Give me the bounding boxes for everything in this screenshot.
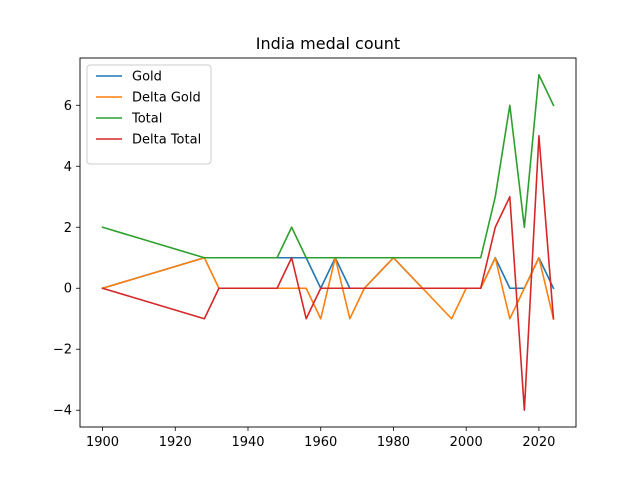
y-tick-label: 4 (64, 160, 72, 175)
legend-label-gold: Gold (132, 70, 162, 85)
y-tick-label: −2 (53, 343, 72, 358)
legend-label-delta-total: Delta Total (132, 133, 201, 148)
y-tick-label: 6 (64, 99, 72, 114)
x-tick-label: 1920 (159, 435, 192, 450)
x-tick-label: 1940 (231, 435, 264, 450)
plot-lines (101, 73, 555, 412)
y-tick-label: 2 (64, 221, 72, 236)
x-tick-label: 2020 (522, 435, 555, 450)
series-line-total (101, 73, 555, 259)
legend-label-total: Total (131, 112, 162, 127)
legend: Gold Delta Gold Total Delta Total (86, 64, 212, 165)
x-tick-label: 2000 (450, 435, 483, 450)
y-tick-label: 0 (64, 282, 72, 297)
x-tick-label: 1900 (86, 435, 119, 450)
y-tick-label: −4 (53, 404, 72, 419)
y-axis: −4 −2 0 2 4 6 (53, 99, 80, 419)
series-line-delta-total (101, 134, 555, 412)
chart-title: India medal count (256, 34, 400, 53)
x-tick-label: 1980 (377, 435, 410, 450)
x-axis: 1900 1920 1940 1960 1980 2000 2020 (86, 427, 555, 450)
legend-label-delta-gold: Delta Gold (132, 91, 201, 106)
x-tick-label: 1960 (304, 435, 337, 450)
plot-frame (79, 57, 577, 428)
